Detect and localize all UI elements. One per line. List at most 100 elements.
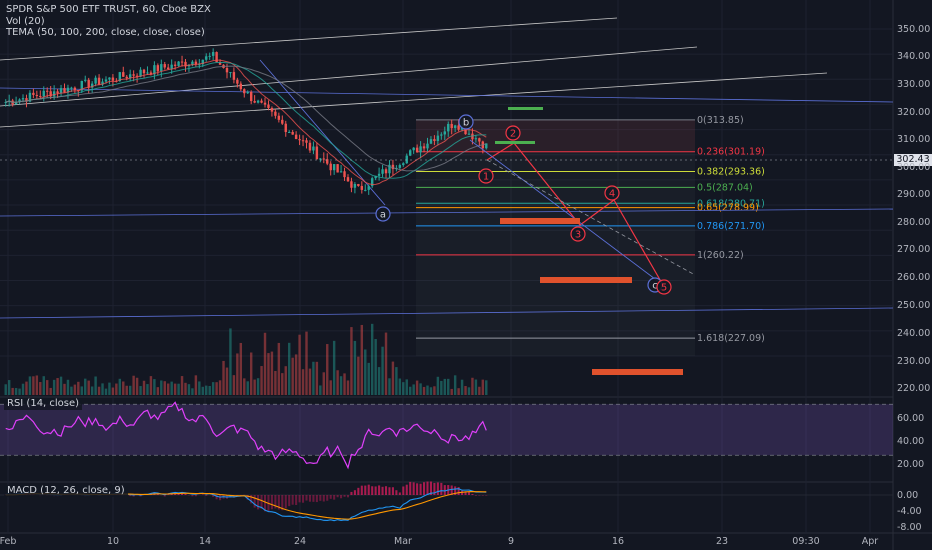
volume-bar (412, 384, 415, 395)
volume-bar (343, 373, 346, 395)
y-tick-label: 310.00 (897, 134, 931, 145)
macd-histogram-bar (381, 486, 384, 495)
wave-label-5: 5 (661, 283, 667, 294)
volume-bar (249, 352, 253, 395)
candle-body (353, 184, 357, 188)
volume-bar (481, 379, 485, 395)
volume-bar (149, 376, 153, 395)
x-tick-label: 24 (293, 536, 307, 547)
macd-pane (0, 483, 893, 533)
candle-body (322, 158, 325, 160)
volume-bar (59, 376, 63, 395)
candle-body (173, 64, 177, 66)
volume-bar (478, 386, 481, 395)
wave-label-a: a (380, 210, 386, 221)
y-tick-label: 250.00 (897, 300, 931, 311)
candle-body (132, 74, 135, 76)
candle-body (94, 77, 97, 84)
volume-bar (353, 340, 357, 395)
candle-body (308, 142, 312, 151)
volume-bar (142, 380, 146, 395)
fib-zone (416, 119, 695, 357)
candle-body (256, 100, 260, 103)
macd-histogram-bar (129, 495, 132, 497)
volume-bar (243, 378, 246, 395)
macd-histogram-bar (412, 482, 415, 495)
macd-histogram-bar (409, 481, 412, 495)
macd-histogram-bar (257, 495, 260, 510)
volume-bar (381, 346, 384, 395)
macd-histogram-bar (232, 495, 235, 498)
candle-body (135, 75, 139, 77)
volume-bar (395, 367, 398, 395)
candle-body (84, 79, 87, 81)
volume-bar (360, 324, 364, 395)
candle-body (49, 91, 52, 97)
fib-level-label: 0.236(301.19) (697, 147, 765, 158)
macd-histogram-bar (395, 490, 398, 495)
macd-histogram-bar (474, 495, 477, 496)
macd-histogram-bar (357, 487, 360, 495)
candle-body (170, 64, 173, 70)
volume-bar (433, 386, 436, 395)
wave-label-4-circle (604, 185, 620, 201)
macd-histogram-bar (194, 495, 197, 497)
fib-level-label: 0.5(287.04) (697, 182, 753, 193)
candle-body (377, 173, 381, 176)
volume-bar (128, 385, 132, 395)
volume-bar (288, 342, 291, 395)
volume-bar (260, 366, 263, 395)
candle-body (381, 169, 384, 174)
macd-histogram-bar (360, 485, 363, 495)
macd-histogram-bar (364, 485, 367, 495)
macd-histogram-bar (312, 495, 315, 502)
candle-body (118, 72, 122, 82)
candle-body (426, 143, 429, 149)
volume-bar (374, 339, 377, 395)
macd-histogram-bar (132, 495, 135, 497)
candle-body (104, 79, 108, 82)
wave-line (469, 139, 664, 286)
volume-bar (346, 380, 350, 395)
candle-body (146, 72, 149, 74)
volume-bar (281, 373, 284, 395)
wave-label-2-circle (505, 125, 521, 141)
x-tick-label: 09:30 (792, 536, 820, 547)
wave-label-a-circle (375, 206, 391, 222)
macd-histogram-bar (450, 485, 453, 495)
macd-histogram-bar (457, 487, 460, 495)
candle-body (412, 147, 415, 151)
volume-bar (409, 386, 412, 395)
volume-bar (25, 381, 28, 395)
wave-label-5-circle (656, 279, 672, 295)
volume-bar (471, 377, 474, 395)
candle-body (139, 69, 142, 77)
volume-bar (284, 366, 287, 395)
trend-line (0, 17, 618, 61)
candle-body (218, 62, 222, 65)
rsi-pane (0, 398, 893, 481)
candle-body (312, 146, 315, 151)
candle-body (149, 72, 153, 75)
volume-bar (52, 379, 56, 395)
volume-bar (211, 382, 215, 395)
volume-bar (125, 385, 128, 395)
candle-body (108, 77, 111, 80)
macd-histogram-bar (433, 482, 436, 495)
volume-bar (35, 375, 39, 395)
x-tick-label: Apr (861, 536, 879, 547)
macd-histogram-bar (398, 492, 401, 495)
volume-bar (294, 354, 298, 395)
tema-line (5, 65, 487, 172)
candle-body (350, 181, 353, 188)
candle-body (14, 102, 18, 105)
rsi-tick-label: 60.00 (897, 413, 925, 424)
trend-line (0, 87, 894, 103)
candle-body (298, 139, 301, 141)
macd-histogram-bar (260, 495, 263, 509)
fib-level-label: 0.65(278.99) (697, 203, 759, 214)
candle-body (422, 146, 426, 149)
macd-histogram-bar (139, 495, 142, 497)
